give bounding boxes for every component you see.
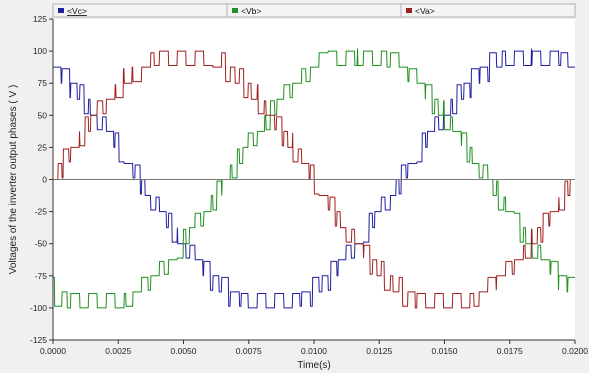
x-tick-label: 0.0000	[40, 346, 66, 356]
y-tick-label: 50	[38, 110, 48, 120]
series-vc	[53, 48, 575, 309]
x-tick-label: 0.0075	[236, 346, 262, 356]
legend: <Vc> <Vb> <Va>	[52, 3, 576, 18]
series-line	[53, 48, 575, 309]
x-axis-label: Time(s)	[297, 360, 331, 371]
y-tick-label: 75	[38, 78, 48, 88]
y-tick-label: 125	[33, 14, 47, 24]
y-tick-label: -125	[30, 335, 47, 345]
x-tick-label: 0.0050	[171, 346, 197, 356]
legend-label: <Va>	[415, 6, 435, 16]
series-va	[53, 50, 575, 309]
x-tick-label: 0.0025	[105, 346, 131, 356]
legend-label: <Vc>	[67, 6, 87, 16]
legend-swatch	[232, 8, 238, 13]
y-tick-label: 25	[38, 142, 48, 152]
y-tick-label: 0	[42, 175, 47, 185]
x-tick-label: 0.0150	[432, 346, 458, 356]
y-tick-label: -100	[30, 303, 47, 313]
legend-bar	[52, 3, 576, 18]
legend-swatch	[58, 8, 64, 13]
x-tick-label: 0.0100	[301, 346, 327, 356]
series-line	[53, 50, 575, 309]
x-tick-label: 0.0175	[497, 346, 523, 356]
y-tick-label: -75	[35, 271, 48, 281]
y-axis-label: Voltages of the inverter output phases (…	[8, 85, 19, 275]
y-tick-label: -25	[35, 207, 48, 217]
y-tick-label: -50	[35, 239, 48, 249]
y-tick-label: 100	[33, 46, 47, 56]
legend-swatch	[406, 8, 412, 13]
x-tick-label: 0.0200	[562, 346, 588, 356]
legend-label: <Vb>	[241, 6, 261, 16]
x-tick-label: 0.0125	[366, 346, 392, 356]
